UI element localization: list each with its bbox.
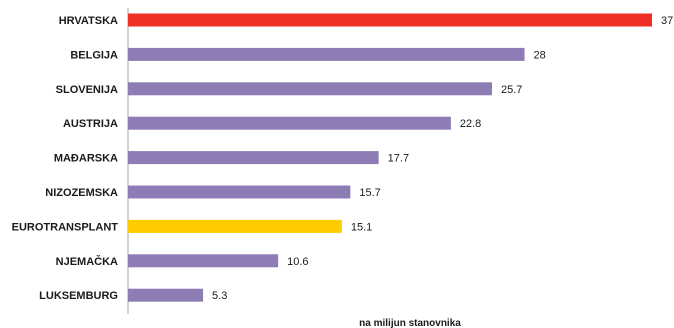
bar: [128, 185, 351, 199]
value-label: 10.6: [287, 256, 308, 268]
bar: [128, 151, 379, 165]
value-label: 37: [661, 15, 673, 27]
bars: [128, 13, 652, 302]
bar: [128, 288, 204, 302]
value-label: 15.7: [359, 187, 380, 199]
value-label: 5.3: [212, 290, 227, 302]
value-label: 15.1: [351, 221, 372, 233]
category-labels: HRVATSKA BELGIJA SLOVENIJA AUSTRIJA MAĐARSKA…: [12, 15, 119, 302]
category-label: LUKSEMBURG: [39, 290, 118, 302]
bar: [128, 13, 652, 27]
value-label: 17.7: [388, 153, 409, 165]
x-axis-label: na milijun stanovnika: [359, 318, 461, 328]
bar: [128, 82, 492, 96]
value-labels: 37 28 25.7 22.8 17.7 15.7 15.1 10.6 5.3: [212, 15, 673, 302]
bar: [128, 47, 525, 61]
category-label: AUSTRIJA: [63, 118, 118, 130]
category-label: MAĐARSKA: [54, 153, 118, 165]
category-label: BELGIJA: [70, 49, 118, 61]
category-label: NIZOZEMSKA: [45, 187, 118, 199]
bar: [128, 219, 342, 233]
category-label: NJEMAČKA: [56, 255, 118, 268]
value-label: 28: [534, 49, 546, 61]
category-label: HRVATSKA: [59, 15, 118, 27]
bar: [128, 116, 451, 130]
category-label: EUROTRANSPLANT: [12, 221, 119, 233]
value-label: 22.8: [460, 118, 481, 130]
value-label: 25.7: [501, 84, 522, 96]
category-label: SLOVENIJA: [56, 84, 118, 96]
bar: [128, 254, 279, 268]
